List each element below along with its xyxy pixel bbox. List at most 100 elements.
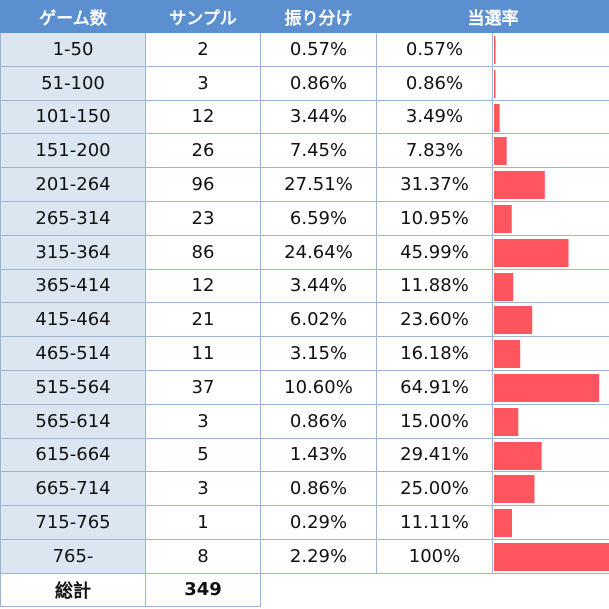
data-bar-area xyxy=(494,441,542,470)
total-cell: 349 xyxy=(145,572,261,607)
bar-cell xyxy=(492,369,609,405)
cell: 21 xyxy=(145,302,261,338)
game-range: 101-150 xyxy=(0,99,146,135)
cell: 3 xyxy=(145,403,261,439)
cell: 27.51% xyxy=(260,167,377,202)
data-bar xyxy=(494,542,609,571)
cell: 96 xyxy=(145,167,261,202)
data-bar xyxy=(494,441,542,470)
cell: 0.86% xyxy=(376,65,493,101)
bar-cell xyxy=(492,99,609,135)
game-range: 765- xyxy=(0,538,146,574)
data-bar xyxy=(494,340,521,369)
table-row: 715-765 1 0.29% 11.11% xyxy=(0,505,609,540)
cell: 24.64% xyxy=(260,234,377,270)
table-row: 365-414 12 3.44% 11.88% xyxy=(0,268,609,304)
table-row: 665-714 3 0.86% 25.00% xyxy=(0,471,609,507)
header-cell: 振り分け xyxy=(260,0,377,33)
data-bar xyxy=(494,509,512,538)
bar-cell xyxy=(492,32,609,67)
cell: 86 xyxy=(145,234,261,270)
bar-cell xyxy=(492,538,609,574)
cell: 2.29% xyxy=(260,538,377,574)
cell: 15.00% xyxy=(376,403,493,439)
cell: 23.60% xyxy=(376,302,493,338)
data-bar-area xyxy=(494,36,496,64)
cell: 23 xyxy=(145,200,261,236)
cell: 3.44% xyxy=(260,268,377,304)
total-row: 総計 349 xyxy=(0,572,609,607)
data-bar xyxy=(494,272,514,301)
table-row: 1-50 2 0.57% 0.57% xyxy=(0,32,609,67)
data-bar-area xyxy=(494,509,512,538)
cell: 100% xyxy=(376,538,493,574)
cell: 29.41% xyxy=(376,437,493,473)
game-range: 465-514 xyxy=(0,336,146,371)
empty-cell xyxy=(493,573,609,606)
cell: 3.44% xyxy=(260,99,377,135)
data-bar-area xyxy=(494,272,514,301)
table-row: 201-264 96 27.51% 31.37% xyxy=(0,167,609,202)
cell: 6.02% xyxy=(260,302,377,338)
game-range: 365-414 xyxy=(0,268,146,304)
cell: 0.57% xyxy=(260,32,377,67)
table-row: 465-514 11 3.15% 16.18% xyxy=(0,336,609,371)
cell: 1.43% xyxy=(260,437,377,473)
data-bar-area xyxy=(494,171,545,200)
data-bar xyxy=(494,407,519,436)
data-bar-area xyxy=(494,475,535,504)
data-bar-area xyxy=(494,407,519,436)
game-range: 515-564 xyxy=(0,369,146,405)
data-bar xyxy=(494,238,569,267)
cell: 3 xyxy=(145,471,261,507)
data-bar-area xyxy=(494,204,512,233)
data-bar xyxy=(494,36,496,64)
cell: 12 xyxy=(145,268,261,304)
empty-cell xyxy=(377,573,493,606)
data-bar-area xyxy=(494,340,521,369)
header-row: ゲーム数 サンプル 振り分け 当選率 xyxy=(0,0,609,33)
total-cell: 総計 xyxy=(0,572,146,607)
game-range: 415-464 xyxy=(0,302,146,338)
table-row: 415-464 21 6.02% 23.60% xyxy=(0,302,609,338)
table-body: 1-50 2 0.57% 0.57% 51-100 3 0.86% 0.86% 101-150 1… xyxy=(0,32,609,607)
data-bar xyxy=(494,103,500,132)
bar-cell xyxy=(492,234,609,270)
game-range: 665-714 xyxy=(0,471,146,507)
table-row: 51-100 3 0.86% 0.86% xyxy=(0,65,609,101)
cell: 64.91% xyxy=(376,369,493,405)
cell: 0.29% xyxy=(260,505,377,540)
data-bar-area xyxy=(494,306,533,335)
bar-cell xyxy=(492,167,609,202)
table-row: 151-200 26 7.45% 7.83% xyxy=(0,133,609,169)
cell: 16.18% xyxy=(376,336,493,371)
bar-cell xyxy=(492,133,609,169)
data-bar xyxy=(494,171,545,200)
table-row: 765- 8 2.29% 100% xyxy=(0,538,609,574)
game-range: 201-264 xyxy=(0,167,146,202)
cell: 5 xyxy=(145,437,261,473)
cell: 11.11% xyxy=(376,505,493,540)
cell: 3.15% xyxy=(260,336,377,371)
data-bar xyxy=(494,373,600,402)
game-range: 1-50 xyxy=(0,32,146,67)
bar-cell xyxy=(492,437,609,473)
bar-cell xyxy=(492,200,609,236)
table-row: 615-664 5 1.43% 29.41% xyxy=(0,437,609,473)
cell: 3 xyxy=(145,65,261,101)
cell: 10.95% xyxy=(376,200,493,236)
data-bar-area xyxy=(494,542,609,571)
game-range: 565-614 xyxy=(0,403,146,439)
cell: 12 xyxy=(145,99,261,135)
data-bar xyxy=(494,475,535,504)
game-range: 151-200 xyxy=(0,133,146,169)
cell: 6.59% xyxy=(260,200,377,236)
cell: 25.00% xyxy=(376,471,493,507)
game-range: 51-100 xyxy=(0,65,146,101)
data-bar xyxy=(494,137,507,166)
table-row: 101-150 12 3.44% 3.49% xyxy=(0,99,609,135)
table-row: 315-364 86 24.64% 45.99% xyxy=(0,234,609,270)
game-range: 265-314 xyxy=(0,200,146,236)
